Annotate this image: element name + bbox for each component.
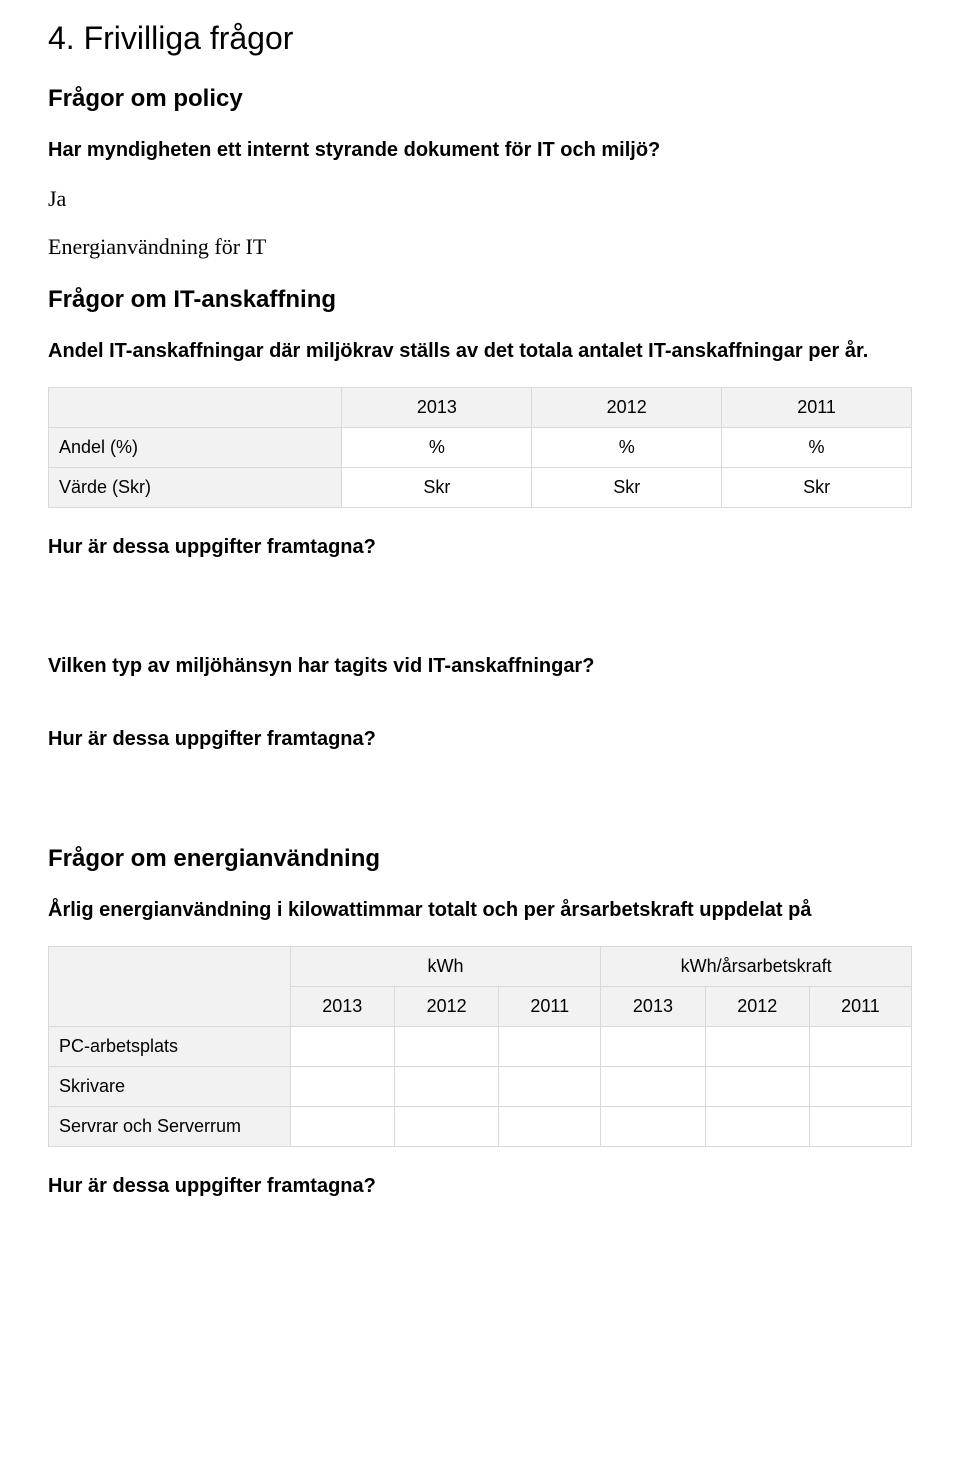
anskaffning-framtagna: Hur är dessa uppgifter framtagna?	[48, 534, 912, 561]
anskaffning-q1: Andel IT-anskaffningar där miljökrav stä…	[48, 338, 912, 365]
cell: %	[532, 428, 722, 468]
cell	[499, 1107, 601, 1147]
cell	[601, 1107, 705, 1147]
table-header-row: 2013 2012 2011	[49, 388, 912, 428]
policy-heading: Frågor om policy	[48, 85, 912, 113]
anskaffning-miljohansyn: Vilken typ av miljöhänsyn har tagits vid…	[48, 653, 912, 680]
cell	[290, 1027, 394, 1067]
anskaffning-framtagna2: Hur är dessa uppgifter framtagna?	[48, 726, 912, 753]
cell	[394, 1107, 498, 1147]
cell	[394, 1067, 498, 1107]
anskaffning-table: 2013 2012 2011 Andel (%) % % % Värde (Sk…	[48, 387, 912, 508]
cell	[809, 1027, 911, 1067]
cell	[290, 1107, 394, 1147]
table-row: Andel (%) % % %	[49, 428, 912, 468]
section-title: 4. Frivilliga frågor	[48, 20, 912, 57]
table-header-year: 2012	[394, 987, 498, 1027]
table-header-year: 2011	[809, 987, 911, 1027]
row-label: Värde (Skr)	[49, 468, 342, 508]
cell: Skr	[532, 468, 722, 508]
policy-line2: Energianvändning för IT	[48, 234, 912, 260]
table-header-blank	[49, 947, 291, 1027]
cell	[499, 1067, 601, 1107]
cell	[290, 1067, 394, 1107]
cell	[705, 1067, 809, 1107]
table-group-header: kWh	[290, 947, 601, 987]
table-row: Skrivare	[49, 1067, 912, 1107]
table-header-year: 2012	[532, 388, 722, 428]
row-label: Servrar och Serverrum	[49, 1107, 291, 1147]
table-row: Servrar och Serverrum	[49, 1107, 912, 1147]
cell	[705, 1107, 809, 1147]
table-header-blank	[49, 388, 342, 428]
cell	[601, 1067, 705, 1107]
cell: Skr	[722, 468, 912, 508]
row-label: PC-arbetsplats	[49, 1027, 291, 1067]
row-label: Skrivare	[49, 1067, 291, 1107]
anskaffning-heading: Frågor om IT-anskaffning	[48, 286, 912, 314]
table-row: PC-arbetsplats	[49, 1027, 912, 1067]
cell: Skr	[342, 468, 532, 508]
table-header-year: 2013	[601, 987, 705, 1027]
table-group-header: kWh/årsarbetskraft	[601, 947, 912, 987]
cell	[809, 1107, 911, 1147]
table-header-year: 2013	[342, 388, 532, 428]
cell: %	[342, 428, 532, 468]
table-header-row: kWh kWh/årsarbetskraft	[49, 947, 912, 987]
cell	[809, 1067, 911, 1107]
table-header-year: 2013	[290, 987, 394, 1027]
table-header-year: 2012	[705, 987, 809, 1027]
table-header-year: 2011	[722, 388, 912, 428]
table-header-year: 2011	[499, 987, 601, 1027]
cell	[601, 1027, 705, 1067]
energi-framtagna: Hur är dessa uppgifter framtagna?	[48, 1173, 912, 1200]
row-label: Andel (%)	[49, 428, 342, 468]
table-row: Värde (Skr) Skr Skr Skr	[49, 468, 912, 508]
cell	[705, 1027, 809, 1067]
policy-q1: Har myndigheten ett internt styrande dok…	[48, 137, 912, 164]
policy-a1: Ja	[48, 186, 912, 212]
energi-q1: Årlig energianvändning i kilowattimmar t…	[48, 897, 912, 924]
cell	[499, 1027, 601, 1067]
cell	[394, 1027, 498, 1067]
energi-heading: Frågor om energianvändning	[48, 845, 912, 873]
cell: %	[722, 428, 912, 468]
energi-table: kWh kWh/årsarbetskraft 2013 2012 2011 20…	[48, 946, 912, 1147]
